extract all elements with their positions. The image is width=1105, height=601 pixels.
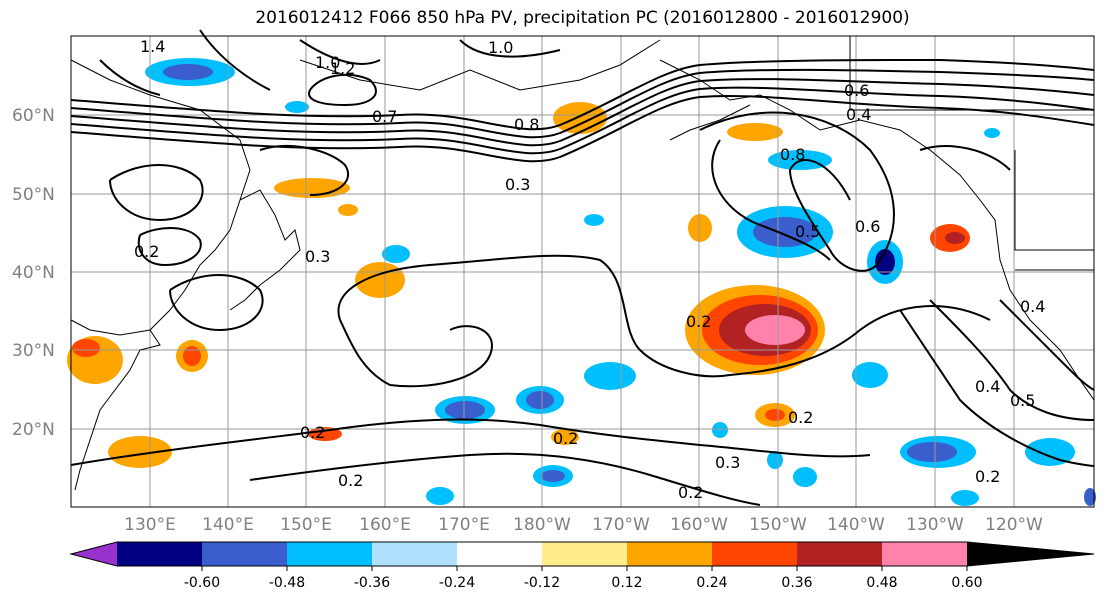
colorbar-tick-label: 0.60: [951, 575, 982, 591]
contour-labels: 1.4 1.2 1.0 1.0 0.8 0.7 0.6 0.4 0.3 0.2 …: [134, 37, 1045, 502]
lon-label-150w: 150°W: [749, 515, 807, 535]
lon-label-120w: 120°W: [985, 515, 1043, 535]
svg-text:0.4: 0.4: [975, 377, 1000, 396]
colorbar-swatch-1: [117, 542, 202, 566]
lon-label-170w: 170°W: [592, 515, 650, 535]
colorbar-tick-label: -0.60: [184, 575, 220, 591]
svg-text:0.2: 0.2: [678, 483, 703, 502]
colorbar-swatch-8: [712, 542, 797, 566]
colorbar-swatch-11: [967, 542, 1094, 566]
colorbar-swatch-7: [627, 542, 712, 566]
svg-text:0.2: 0.2: [338, 471, 363, 490]
colorbar-tick-label: 0.12: [611, 575, 642, 591]
svg-text:1.0: 1.0: [315, 53, 340, 72]
lat-label-40n: 40°N: [12, 263, 55, 283]
longitude-labels: 130°E 140°E 150°E 160°E 170°E 180°W 170°…: [124, 515, 1043, 535]
svg-text:1.2: 1.2: [330, 59, 355, 78]
svg-text:0.7: 0.7: [372, 107, 397, 126]
map-title: 2016012412 F066 850 hPa PV, precipitatio…: [255, 8, 910, 28]
precipitation-shading: [67, 58, 1096, 506]
pv-contours: [70, 29, 1095, 506]
svg-text:0.2: 0.2: [553, 429, 578, 448]
latitude-labels: 60°N 50°N 40°N 30°N 20°N: [12, 106, 55, 440]
svg-text:0.4: 0.4: [846, 105, 871, 124]
colorbar-swatch-3: [287, 542, 372, 566]
svg-text:0.3: 0.3: [505, 175, 530, 194]
colorbar-swatch-6: [542, 542, 627, 566]
svg-text:0.6: 0.6: [844, 81, 869, 100]
svg-text:0.2: 0.2: [300, 423, 325, 442]
lon-label-160w: 160°W: [670, 515, 728, 535]
colorbar: -0.60 -0.48 -0.36 -0.24 -0.12 0.12 0.24 …: [69, 541, 1095, 591]
colorbar-ticks: [201, 566, 968, 571]
lon-label-140e: 140°E: [202, 515, 254, 535]
svg-text:0.3: 0.3: [715, 453, 740, 472]
colorbar-tick-label: -0.12: [524, 575, 560, 591]
svg-text:0.8: 0.8: [780, 145, 805, 164]
colorbar-outline: [69, 541, 1095, 567]
svg-text:0.5: 0.5: [795, 222, 820, 241]
svg-text:0.2: 0.2: [975, 467, 1000, 486]
map-border: [70, 35, 1095, 508]
svg-text:0.3: 0.3: [305, 247, 330, 266]
colorbar-tick-label: 0.36: [781, 575, 812, 591]
colorbar-swatch-9: [797, 542, 882, 566]
svg-text:0.8: 0.8: [514, 115, 539, 134]
svg-text:0.2: 0.2: [134, 242, 159, 261]
colorbar-tick-label: 0.24: [696, 575, 727, 591]
lat-label-50n: 50°N: [12, 185, 55, 205]
lon-label-130e: 130°E: [124, 515, 176, 535]
lon-label-170e: 170°E: [438, 515, 490, 535]
lon-label-180w: 180°W: [513, 515, 571, 535]
lon-label-150e: 150°E: [280, 515, 332, 535]
svg-text:1.4: 1.4: [140, 37, 165, 56]
lat-label-60n: 60°N: [12, 106, 55, 126]
lon-label-160e: 160°E: [359, 515, 411, 535]
colorbar-swatch-0: [71, 542, 117, 566]
colorbar-tick-label: 0.48: [866, 575, 897, 591]
svg-text:0.5: 0.5: [1010, 391, 1035, 410]
colorbar-tick-label: -0.48: [269, 575, 305, 591]
svg-text:1.0: 1.0: [488, 38, 513, 57]
svg-text:0.6: 0.6: [855, 217, 880, 236]
lon-label-140w: 140°W: [827, 515, 885, 535]
svg-text:0.2: 0.2: [686, 312, 711, 331]
svg-text:0.2: 0.2: [788, 408, 813, 427]
colorbar-swatch-5: [457, 542, 542, 566]
colorbar-swatch-4: [372, 542, 457, 566]
colorbar-swatch-2: [202, 542, 287, 566]
colorbar-tick-label: -0.24: [439, 575, 475, 591]
svg-text:0.4: 0.4: [1020, 297, 1045, 316]
lat-label-30n: 30°N: [12, 341, 55, 361]
lon-label-130w: 130°W: [906, 515, 964, 535]
colorbar-swatch-10: [882, 542, 967, 566]
lat-label-20n: 20°N: [12, 420, 55, 440]
colorbar-tick-label: -0.36: [354, 575, 390, 591]
